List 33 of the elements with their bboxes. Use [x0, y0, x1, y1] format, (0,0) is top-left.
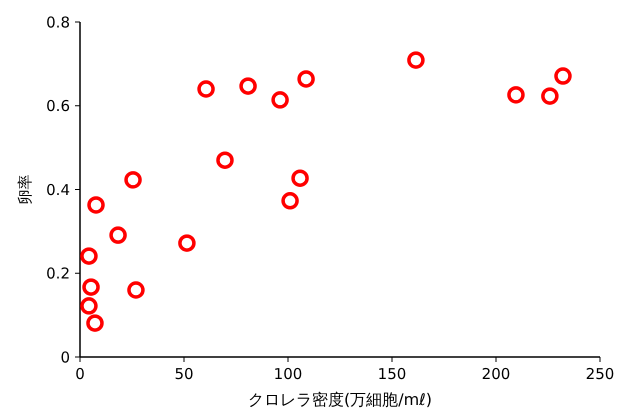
point: [507, 86, 525, 104]
y-tick-label: 0.4: [46, 180, 70, 199]
point: [541, 87, 559, 105]
point: [109, 226, 127, 244]
point: [124, 171, 142, 189]
point: [271, 91, 289, 109]
y-axis-title: 卵率: [16, 174, 34, 204]
x-tick-label: 100: [274, 365, 302, 383]
y-tick-label: 0.8: [46, 13, 70, 32]
point: [216, 151, 234, 169]
x-tick-label: 0: [75, 365, 85, 383]
point: [127, 281, 145, 299]
y-tick-label: 0.6: [46, 97, 70, 115]
point: [297, 70, 315, 88]
y-tick-label: 0.2: [46, 264, 70, 282]
point: [80, 297, 98, 315]
y-tick-label: 0: [60, 348, 70, 366]
point: [407, 51, 425, 69]
point: [82, 278, 100, 296]
x-tick-label: 150: [378, 365, 406, 383]
x-tick-label: 50: [174, 365, 194, 383]
x-tick-label: 250: [586, 365, 614, 383]
point: [80, 247, 98, 265]
x-axis-title: クロレラ密度(万細胞/mℓ): [248, 390, 432, 409]
x-tick-label: 200: [482, 365, 510, 383]
point: [86, 314, 104, 332]
point: [87, 196, 105, 214]
point: [178, 234, 196, 252]
point: [281, 192, 299, 210]
point: [291, 169, 309, 187]
point: [554, 67, 572, 85]
point: [197, 80, 215, 98]
point: [239, 77, 257, 95]
